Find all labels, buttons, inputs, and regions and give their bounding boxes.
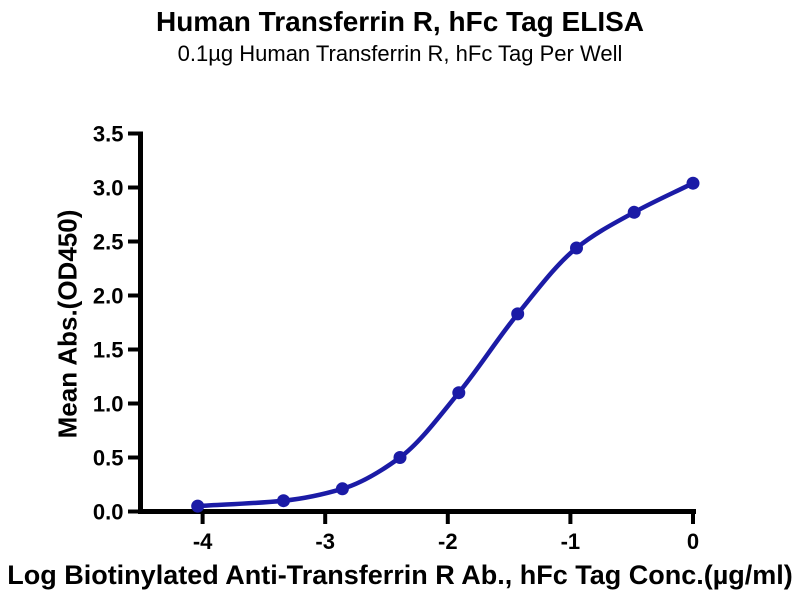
x-tick-label: -3: [315, 529, 335, 554]
y-tick-label: 1.0: [93, 391, 124, 416]
fit-curve: [195, 180, 696, 509]
data-point: [511, 307, 525, 321]
y-tick-label: 0.5: [93, 445, 124, 470]
chart-title: Human Transferrin R, hFc Tag ELISA: [155, 6, 644, 37]
data-point: [627, 205, 641, 219]
x-tick-label: 0: [687, 529, 699, 554]
data-point: [686, 176, 700, 190]
y-tick-label: 2.5: [93, 229, 124, 254]
y-tick-label: 1.5: [93, 337, 124, 362]
data-point: [393, 451, 407, 464]
y-tick-label: 3.0: [93, 175, 124, 200]
data-point: [570, 241, 583, 255]
x-tick-label: -2: [438, 529, 458, 554]
data-point: [277, 494, 290, 508]
y-tick-label: 2.0: [93, 283, 124, 308]
x-tick-label: -1: [561, 529, 581, 554]
y-tick-label: 0.0: [93, 499, 124, 524]
x-axis-label: Log Biotinylated Anti-Transferrin R Ab.,…: [7, 560, 793, 590]
x-tick-label: -4: [193, 529, 213, 554]
data-point: [335, 482, 349, 496]
data-point: [452, 386, 466, 400]
data-point: [191, 499, 205, 513]
chart-subtitle: 0.1µg Human Transferrin R, hFc Tag Per W…: [177, 41, 623, 66]
y-tick-label: 3.5: [93, 121, 124, 146]
